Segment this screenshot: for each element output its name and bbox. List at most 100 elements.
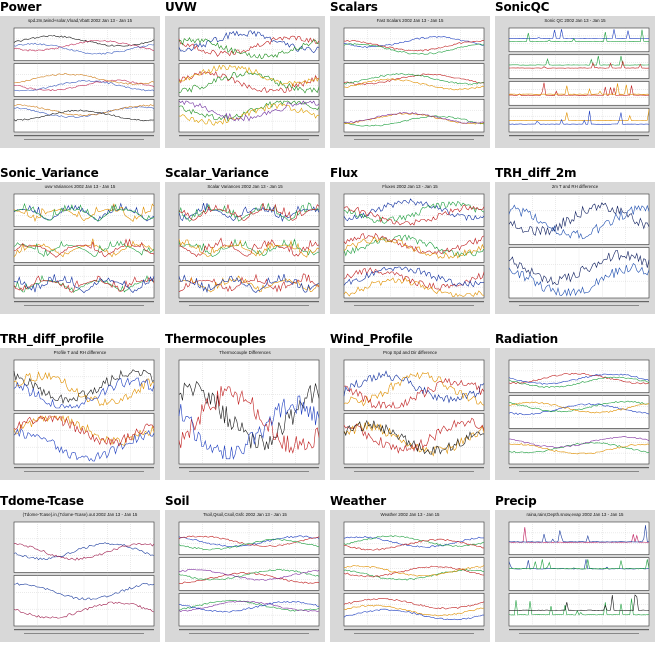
plot-caption: Fast Scalars 2002 Jan 13 - Jan 15 <box>377 18 444 23</box>
plot-caption: Scalar Variances 2002 Jan 13 - Jan 15 <box>207 184 283 189</box>
plot-panel <box>178 27 320 61</box>
plot-panel <box>508 359 650 393</box>
plot-thumbnail-image[interactable]: Prop Spd and Dir difference <box>330 348 490 480</box>
plot-panel <box>343 557 485 591</box>
plot-title-link[interactable]: Scalar_Variance <box>165 166 269 180</box>
plot-panel <box>178 265 320 299</box>
plot-cell-power: Power spd.2m,twind+solar,Vload,Vbatt 2002… <box>0 0 162 165</box>
plot-title-link[interactable]: SonicQC <box>495 0 550 14</box>
plot-thumbnail-image[interactable]: (Tdome-Tcase).in,(Tdome-Tcase).out 2002 … <box>0 510 160 642</box>
plot-thumbnail-image[interactable] <box>165 16 325 148</box>
plot-panel <box>508 81 650 106</box>
plot-panel <box>343 265 485 299</box>
plot-panel <box>343 359 485 411</box>
plot-caption: (Tdome-Tcase).in,(Tdome-Tcase).out 2002 … <box>23 512 138 517</box>
plot-title-link[interactable]: Radiation <box>495 332 558 346</box>
plot-caption: 2m T and RH difference <box>552 184 599 189</box>
plot-title-link[interactable]: TRH_diff_2m <box>495 166 577 180</box>
plot-caption: Sonic QC 2002 Jan 13 - Jan 15 <box>544 18 606 23</box>
plot-panel <box>13 63 155 97</box>
plot-thumbnail-image[interactable]: Scalar Variances 2002 Jan 13 - Jan 15 <box>165 182 325 314</box>
plot-panel <box>13 521 155 573</box>
plot-panel <box>343 229 485 263</box>
plot-panel <box>343 63 485 97</box>
plot-cell-wind-profile: Wind_Profile Prop Spd and Dir difference <box>330 332 492 497</box>
plot-panel <box>178 593 320 627</box>
plot-panel <box>178 229 320 263</box>
plot-panel <box>178 63 320 97</box>
plot-panel <box>13 193 155 227</box>
plot-panel <box>508 247 650 299</box>
plot-thumbnail-image[interactable]: 2m T and RH difference <box>495 182 655 314</box>
plot-panel <box>508 107 650 133</box>
plot-panel <box>343 413 485 465</box>
plot-cell-trh-diff-2m: TRH_diff_2m 2m T and RH difference <box>495 166 656 331</box>
plot-panel <box>343 593 485 627</box>
plot-caption: uvw Variances 2002 Jan 13 - Jan 15 <box>45 184 116 189</box>
plot-thumbnail-image[interactable]: uvw Variances 2002 Jan 13 - Jan 15 <box>0 182 160 314</box>
plot-panel <box>343 99 485 133</box>
plot-caption: raina,rainr,Depth.snow,evap 2002 Jan 13 … <box>527 512 624 517</box>
plot-thumbnail-image[interactable]: Fluxes 2002 Jan 13 - Jan 15 <box>330 182 490 314</box>
plot-cell-sonicqc: SonicQC Sonic QC 2002 Jan 13 - Jan 15 <box>495 0 656 165</box>
plot-title-link[interactable]: Power <box>0 0 42 14</box>
plot-thumbnail-image[interactable]: Thermocouple Differences <box>165 348 325 480</box>
plot-cell-flux: Flux Fluxes 2002 Jan 13 - Jan 15 <box>330 166 492 331</box>
plot-panel <box>508 431 650 465</box>
plot-title-link[interactable]: Weather <box>330 494 386 508</box>
plot-panel <box>178 99 320 133</box>
plot-panel <box>178 193 320 227</box>
plot-panel <box>508 54 650 79</box>
plot-panel <box>343 193 485 227</box>
plot-caption: Tsoil,Qsoil,Csoil,Gsfc 2002 Jan 13 - Jan… <box>203 512 287 517</box>
plot-panel <box>13 413 155 465</box>
plot-panel <box>343 27 485 61</box>
plot-panel <box>13 229 155 263</box>
plot-panel <box>13 99 155 133</box>
plot-title-link[interactable]: Scalars <box>330 0 378 14</box>
plot-caption: Thermocouple Differences <box>219 350 271 355</box>
plot-panel <box>508 521 650 555</box>
plot-title-link[interactable]: Soil <box>165 494 190 508</box>
plot-panel <box>508 593 650 627</box>
plot-thumbnail-image[interactable]: Weather 2002 Jan 13 - Jan 15 <box>330 510 490 642</box>
plot-panel <box>178 521 320 555</box>
plot-thumbnail-image[interactable]: Tsoil,Qsoil,Csoil,Gsfc 2002 Jan 13 - Jan… <box>165 510 325 642</box>
plot-title-link[interactable]: Precip <box>495 494 537 508</box>
plot-thumbnail-image[interactable] <box>495 348 655 480</box>
plot-cell-tdome-tcase: Tdome-Tcase (Tdome-Tcase).in,(Tdome-Tcase… <box>0 494 162 659</box>
plot-thumbnail-image[interactable]: Profile T and RH difference <box>0 348 160 480</box>
plot-panel <box>508 395 650 429</box>
plot-panel <box>178 359 320 465</box>
plot-panel <box>13 27 155 61</box>
plot-title-link[interactable]: TRH_diff_profile <box>0 332 104 346</box>
plot-title-link[interactable]: Flux <box>330 166 358 180</box>
plot-title-link[interactable]: Wind_Profile <box>330 332 413 346</box>
plot-caption: spd.2m,twind+solar,Vload,Vbatt 2002 Jan … <box>28 18 133 23</box>
plot-thumbnail-image[interactable]: Sonic QC 2002 Jan 13 - Jan 15 <box>495 16 655 148</box>
plot-cell-uvw: UVW <box>165 0 327 165</box>
plot-panel <box>508 193 650 245</box>
plot-title-link[interactable]: Tdome-Tcase <box>0 494 84 508</box>
plot-cell-weather: Weather Weather 2002 Jan 13 - Jan 15 <box>330 494 492 659</box>
plot-panel <box>13 265 155 299</box>
plot-title-link[interactable]: UVW <box>165 0 197 14</box>
plot-cell-scalars: Scalars Fast Scalars 2002 Jan 13 - Jan 15 <box>330 0 492 165</box>
plot-thumbnail-image[interactable]: Fast Scalars 2002 Jan 13 - Jan 15 <box>330 16 490 148</box>
plot-panel <box>13 359 155 411</box>
plot-caption: Profile T and RH difference <box>54 350 107 355</box>
plot-panel <box>508 27 650 53</box>
plot-title-link[interactable]: Thermocouples <box>165 332 266 346</box>
plot-thumbnail-image[interactable]: spd.2m,twind+solar,Vload,Vbatt 2002 Jan … <box>0 16 160 148</box>
plot-cell-scalar-variance: Scalar_Variance Scalar Variances 2002 Jan… <box>165 166 327 331</box>
plot-caption: Fluxes 2002 Jan 13 - Jan 15 <box>382 184 438 189</box>
plot-cell-soil: Soil Tsoil,Qsoil,Csoil,Gsfc 2002 Jan 13 -… <box>165 494 327 659</box>
plot-caption: Weather 2002 Jan 13 - Jan 15 <box>381 512 441 517</box>
plot-panel <box>508 557 650 591</box>
plot-cell-radiation: Radiation <box>495 332 656 497</box>
plot-thumbnail-image[interactable]: raina,rainr,Depth.snow,evap 2002 Jan 13 … <box>495 510 655 642</box>
plot-panel <box>343 521 485 555</box>
plot-caption: Prop Spd and Dir difference <box>383 350 438 355</box>
plot-title-link[interactable]: Sonic_Variance <box>0 166 99 180</box>
